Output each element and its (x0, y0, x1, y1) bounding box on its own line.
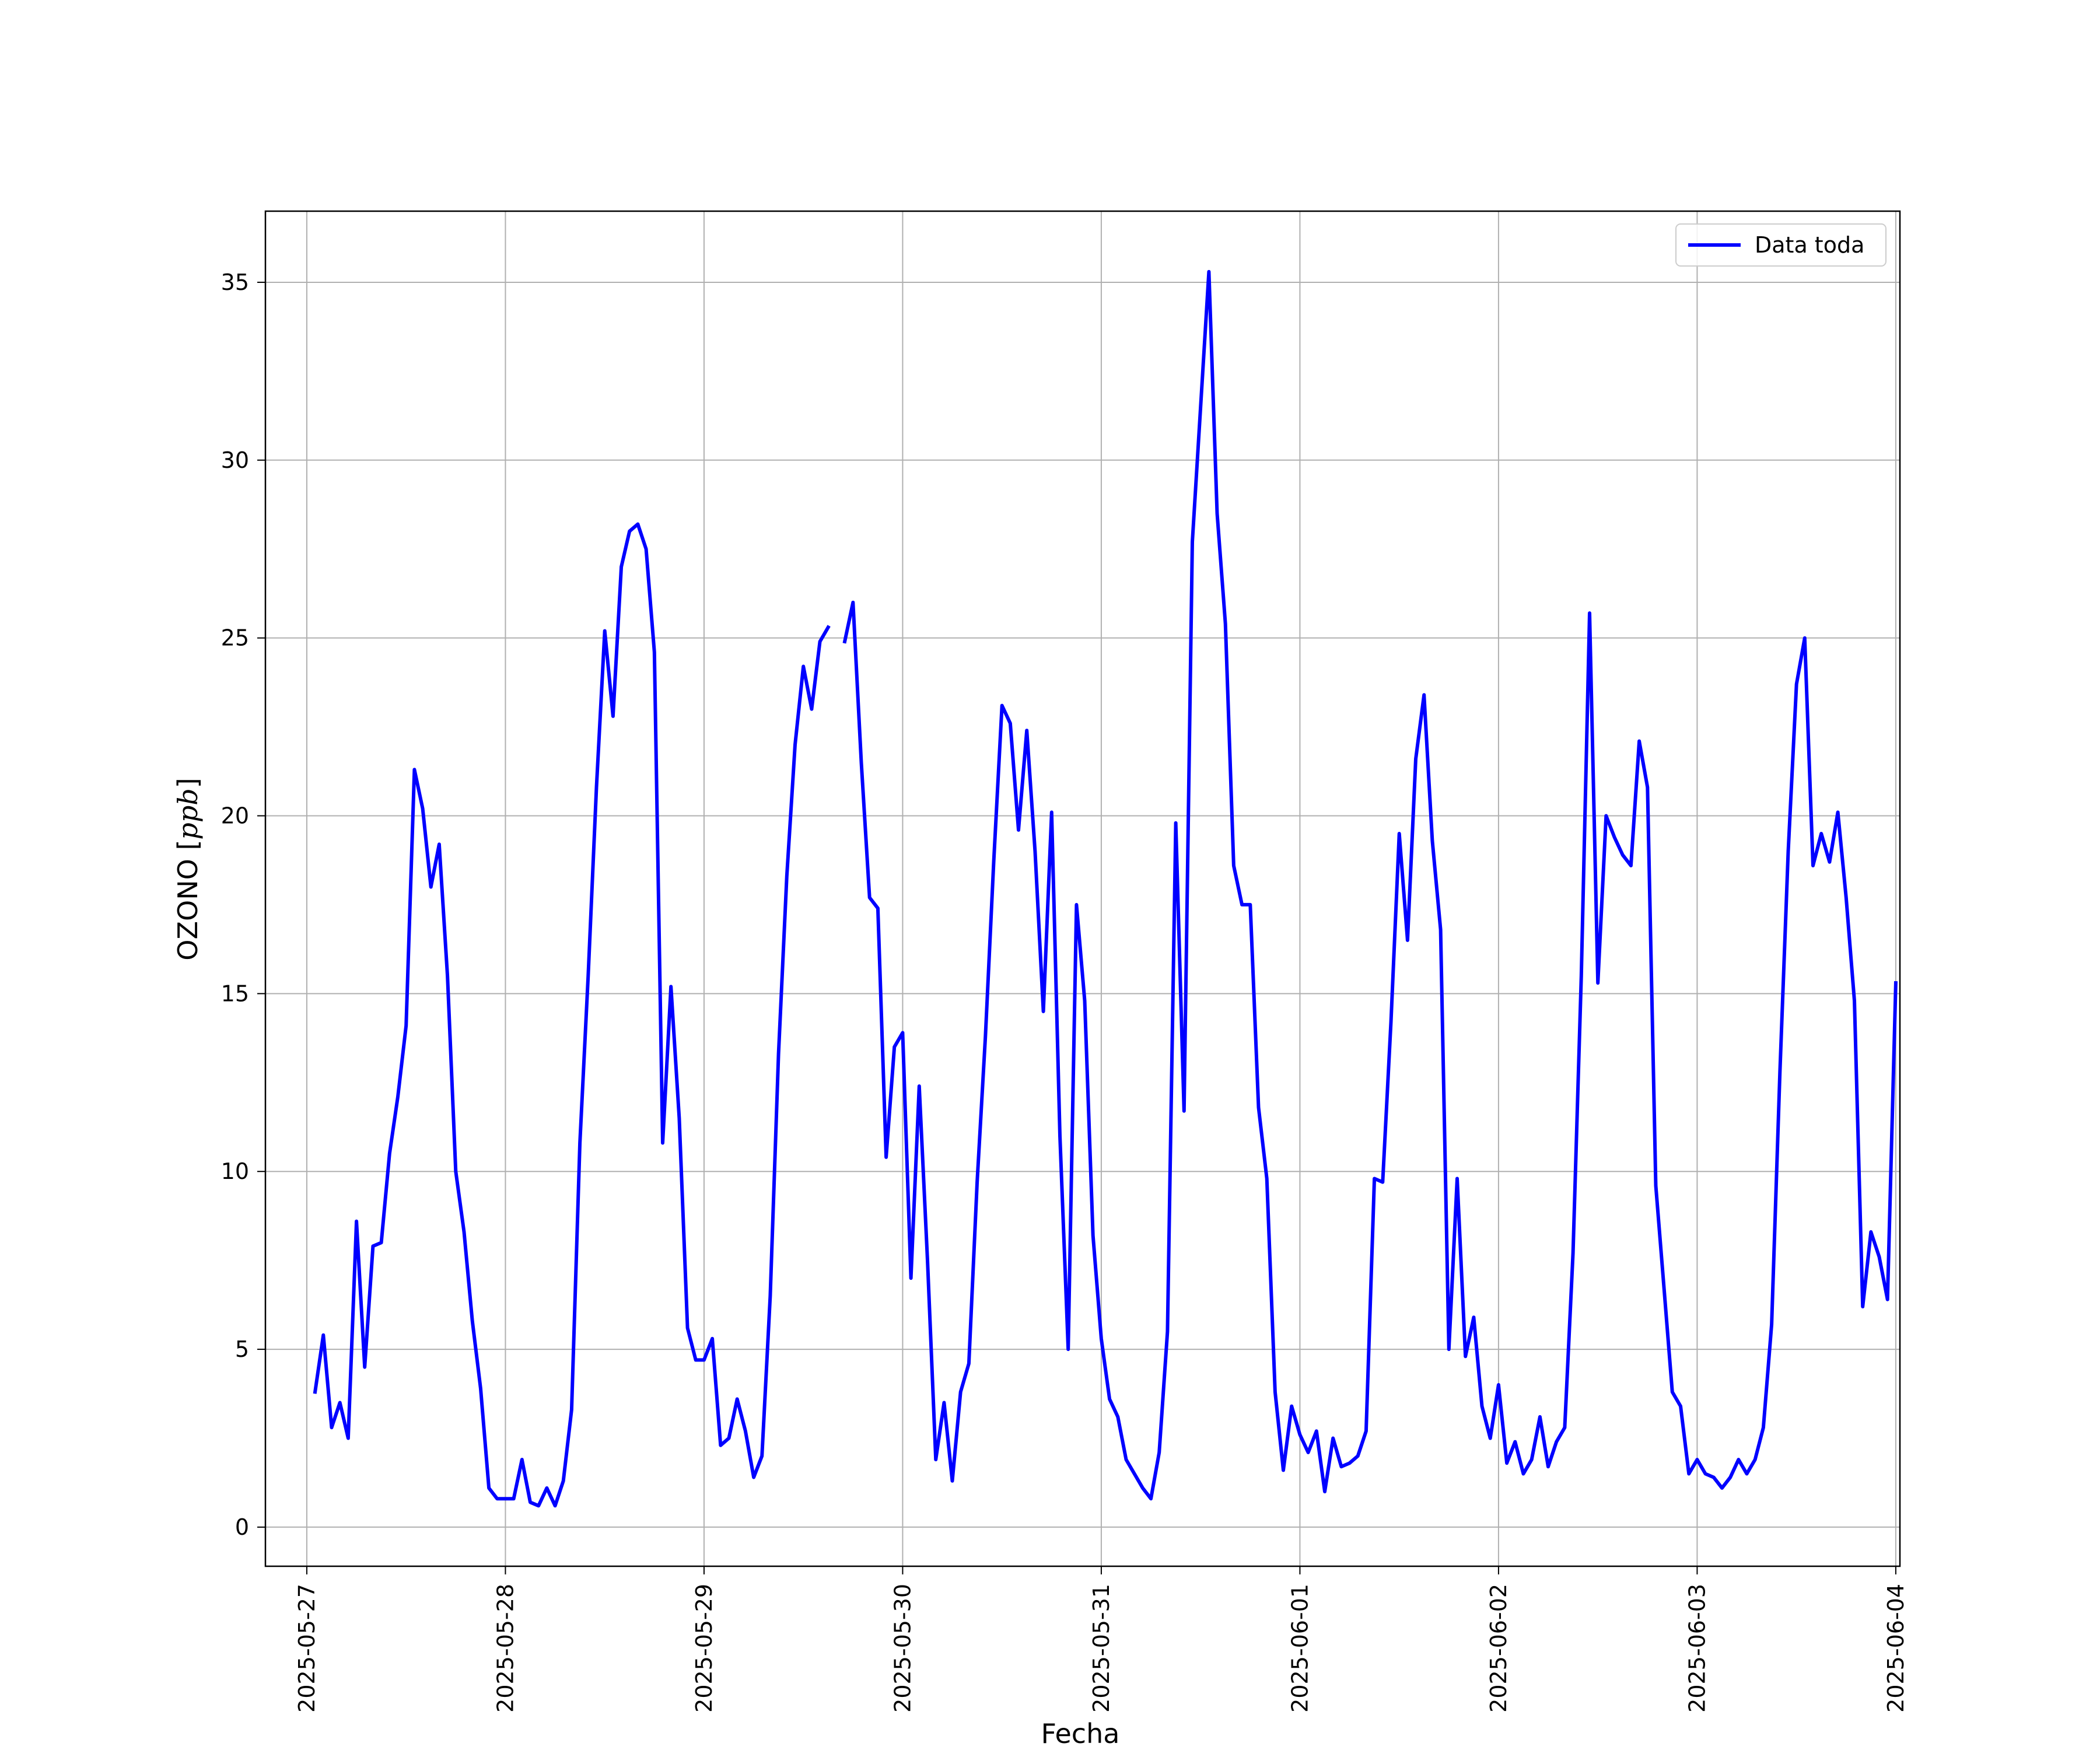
x-tick-label: 2025-05-30 (890, 1584, 915, 1713)
y-axis-ticks: 0 5 10 15 20 25 30 35 (221, 270, 265, 1540)
y-tick-label: 30 (221, 447, 249, 473)
x-tick-label: 2025-05-27 (294, 1584, 320, 1713)
y-axis-label-suffix: ] (172, 778, 204, 788)
y-tick-label: 15 (221, 981, 249, 1006)
x-axis-ticks: 2025-05-27 2025-05-28 2025-05-29 2025-05-30… (294, 1566, 1909, 1713)
x-tick-label: 2025-06-01 (1287, 1584, 1312, 1713)
legend-box (1675, 223, 1887, 267)
legend-entry: Data toda (1755, 232, 1864, 258)
grid (265, 211, 1900, 1566)
legend: Data toda (1675, 223, 1887, 267)
y-axis-label-unit: ppb (172, 788, 204, 839)
y-tick-label: 35 (221, 270, 249, 295)
y-axis-label-prefix: OZONO [ (172, 840, 204, 961)
y-axis-label: OZONO [ppb] (172, 778, 204, 960)
y-tick-label: 0 (235, 1514, 249, 1540)
x-tick-label: 2025-05-29 (691, 1584, 717, 1713)
x-tick-label: 2025-06-03 (1684, 1584, 1710, 1713)
y-tick-label: 5 (235, 1336, 249, 1362)
series-layer (313, 270, 1898, 1508)
plot-frame (264, 210, 1901, 1567)
x-tick-label: 2025-06-04 (1883, 1584, 1909, 1713)
x-tick-label: 2025-06-02 (1486, 1584, 1511, 1713)
y-tick-label: 10 (221, 1158, 249, 1184)
series-line (313, 270, 1898, 1508)
y-tick-label: 20 (221, 803, 249, 829)
x-tick-label: 2025-05-31 (1088, 1584, 1114, 1713)
x-axis-label: Fecha (1041, 1718, 1120, 1749)
x-tick-label: 2025-05-28 (492, 1584, 518, 1713)
y-tick-label: 25 (221, 625, 249, 651)
